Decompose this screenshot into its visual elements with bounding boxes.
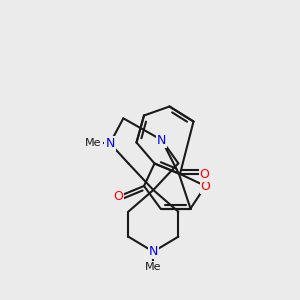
Text: N: N xyxy=(157,134,166,146)
Text: O: O xyxy=(114,190,123,203)
Text: Me: Me xyxy=(85,138,102,148)
Text: O: O xyxy=(200,168,209,181)
Text: N: N xyxy=(148,245,158,258)
Text: Me: Me xyxy=(145,262,162,272)
Text: O: O xyxy=(201,179,210,193)
Text: N: N xyxy=(105,137,115,150)
